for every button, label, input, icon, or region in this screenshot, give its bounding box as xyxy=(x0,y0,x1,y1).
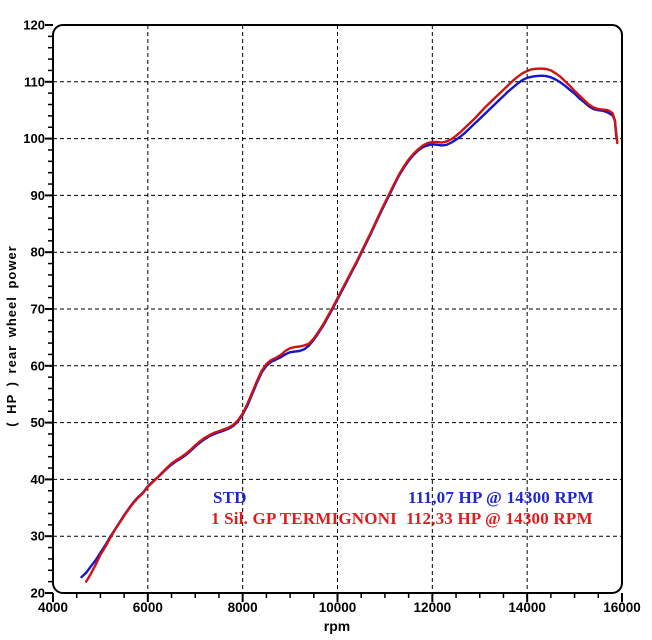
y-tick-label: 70 xyxy=(31,302,45,317)
x-tick-label: 16000 xyxy=(603,600,641,615)
legend-std-peak-value: 111,07 HP @ 14300 RPM xyxy=(408,488,594,507)
x-tick-label: 12000 xyxy=(414,600,452,615)
x-axis-title-text: rpm xyxy=(323,618,351,634)
x-tick-label: 10000 xyxy=(319,600,357,615)
y-tick-label: 50 xyxy=(31,415,45,430)
y-tick-label: 30 xyxy=(31,529,45,544)
legend-entry-std: STD 111,07 HP @ 14300 RPM xyxy=(213,488,613,508)
y-axis-title: ( HP ) rear wheel power xyxy=(4,186,24,486)
y-tick-label: 120 xyxy=(23,18,45,33)
y-tick-label: 20 xyxy=(31,586,45,601)
legend-termignoni-peak-value: 112,33 HP @ 14300 RPM xyxy=(406,509,593,528)
legend-std-name: STD xyxy=(213,488,247,507)
y-tick-label: 110 xyxy=(24,74,45,89)
x-tick-label: 14000 xyxy=(508,600,546,615)
y-tick-label: 90 xyxy=(31,188,45,203)
y-tick-label: 80 xyxy=(31,245,45,260)
x-tick-label: 4000 xyxy=(38,600,68,615)
x-tick-label: 6000 xyxy=(133,600,163,615)
y-tick-label: 40 xyxy=(31,472,45,487)
x-tick-label: 8000 xyxy=(228,600,258,615)
x-axis-title: rpm xyxy=(237,618,437,634)
legend-termignoni-name: 1 Sil. GP TERMIGNONI xyxy=(211,509,397,528)
y-tick-label: 60 xyxy=(31,358,45,373)
y-axis-title-text: ( HP ) rear wheel power xyxy=(4,245,19,427)
y-tick-label: 100 xyxy=(23,131,45,146)
curve-termignoni xyxy=(84,67,619,583)
legend-entry-termignoni: 1 Sil. GP TERMIGNONI 112,33 HP @ 14300 R… xyxy=(211,509,611,529)
